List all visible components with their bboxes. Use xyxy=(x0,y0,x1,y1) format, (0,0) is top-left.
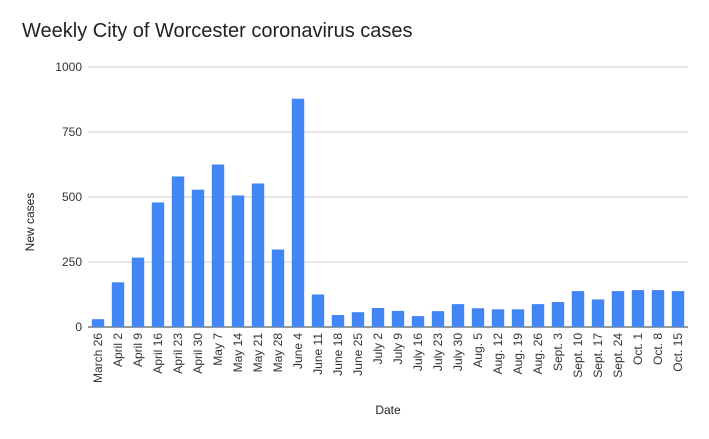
chart-title: Weekly City of Worcester coronavirus cas… xyxy=(22,20,413,42)
x-axis-title: Date xyxy=(375,403,401,417)
x-tick-label: March 26 xyxy=(91,333,105,383)
y-tick-label: 500 xyxy=(62,190,82,204)
x-tick-label: Sept. 3 xyxy=(551,333,565,371)
bar xyxy=(151,202,165,327)
bar xyxy=(291,98,305,327)
y-tick-label: 250 xyxy=(62,255,82,269)
x-tick-label: April 30 xyxy=(191,333,205,374)
bar xyxy=(611,291,625,327)
bar xyxy=(651,290,665,327)
x-tick-label: Aug. 12 xyxy=(491,333,505,375)
bar xyxy=(631,290,645,327)
bar xyxy=(191,189,205,327)
bar xyxy=(671,291,685,327)
bar xyxy=(531,304,545,327)
bar xyxy=(431,311,445,327)
x-tick-label: April 23 xyxy=(171,333,185,374)
bar xyxy=(591,299,605,327)
bar xyxy=(491,309,505,327)
bar xyxy=(391,310,405,327)
x-tick-label: June 18 xyxy=(331,333,345,376)
x-tick-label: Sept. 17 xyxy=(591,333,605,378)
x-tick-label: April 16 xyxy=(151,333,165,374)
gridlines xyxy=(88,66,688,328)
x-tick-label: July 30 xyxy=(451,333,465,371)
x-tick-label: June 11 xyxy=(311,333,325,375)
y-tick-label: 750 xyxy=(62,125,82,139)
bar xyxy=(331,315,345,327)
x-tick-label: April 2 xyxy=(111,333,125,367)
y-axis-ticks: 0 250 500 750 1000 xyxy=(55,60,82,334)
bar xyxy=(131,257,145,327)
x-tick-label: Sept. 10 xyxy=(571,333,585,378)
bar xyxy=(231,195,245,327)
x-tick-label: Oct. 15 xyxy=(671,333,685,372)
bar xyxy=(171,176,185,327)
y-tick-label: 1000 xyxy=(55,60,82,74)
bar xyxy=(511,309,525,327)
x-tick-label: Aug. 5 xyxy=(471,333,485,368)
x-tick-label: Oct. 8 xyxy=(651,333,665,365)
bar xyxy=(371,308,385,327)
y-tick-label: 0 xyxy=(75,320,82,334)
x-tick-label: Aug. 26 xyxy=(531,333,545,375)
x-tick-label: Aug. 19 xyxy=(511,333,525,375)
x-tick-label: April 9 xyxy=(131,333,145,367)
bars xyxy=(91,98,685,327)
x-tick-label: July 23 xyxy=(431,333,445,371)
x-tick-label: Sept. 24 xyxy=(611,333,625,378)
bar xyxy=(471,308,485,327)
bar xyxy=(411,316,425,327)
x-tick-label: June 4 xyxy=(291,333,305,369)
bar xyxy=(211,164,225,327)
bar xyxy=(551,302,565,327)
bar xyxy=(111,282,125,327)
bar xyxy=(451,304,465,327)
x-tick-label: May 21 xyxy=(251,333,265,373)
bar xyxy=(271,249,285,327)
x-tick-label: Oct. 1 xyxy=(631,333,645,365)
bar xyxy=(311,294,325,327)
bar xyxy=(251,183,265,327)
x-tick-label: July 16 xyxy=(411,333,425,371)
x-tick-label: July 2 xyxy=(371,333,385,365)
y-axis-title: New cases xyxy=(23,193,37,252)
bar xyxy=(351,312,365,327)
bar xyxy=(91,319,105,327)
x-axis-ticks: March 26 April 2 April 9 April 16 April 23 Ap… xyxy=(91,333,685,383)
x-tick-label: May 7 xyxy=(211,333,225,366)
x-tick-label: May 14 xyxy=(231,333,245,373)
x-tick-label: July 9 xyxy=(391,333,405,365)
bar xyxy=(571,291,585,327)
x-tick-label: June 25 xyxy=(351,333,365,376)
x-tick-label: May 28 xyxy=(271,333,285,373)
